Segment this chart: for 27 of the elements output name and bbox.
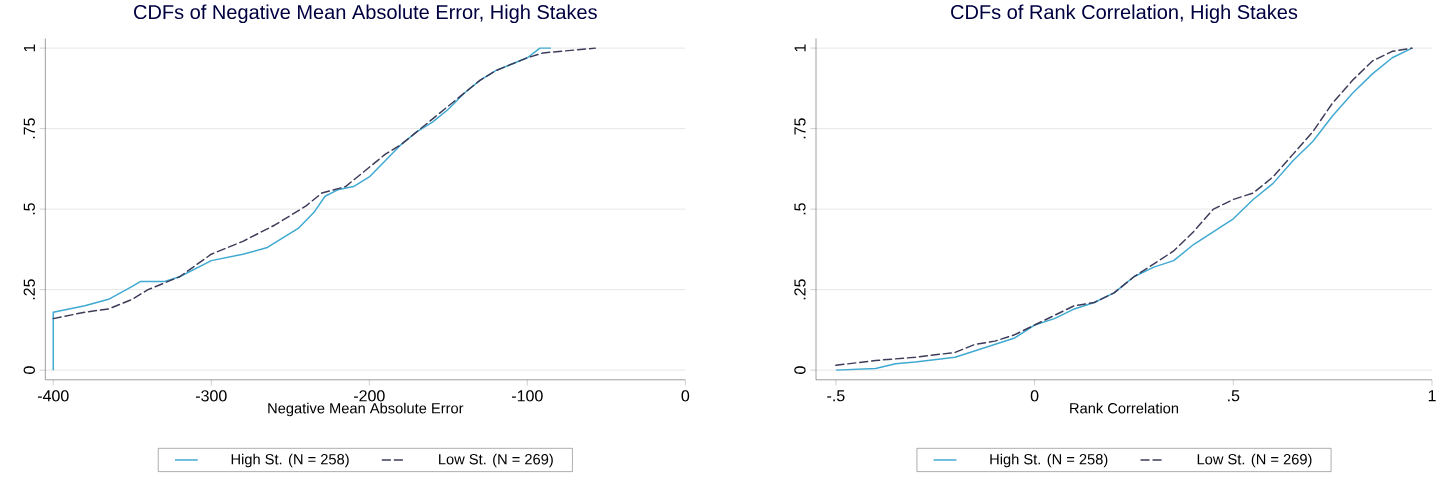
y-tick-label: .5	[23, 203, 35, 215]
x-tick-label: 0	[1030, 390, 1039, 402]
y-tick-label: 1	[794, 44, 806, 52]
x-tick-label: -.5	[827, 390, 845, 402]
y-tick-label: .75	[794, 118, 806, 139]
x-axis-title: Negative Mean Absolute Error	[268, 402, 464, 417]
x-tick-label: -200	[353, 390, 385, 402]
y-tick-label: .25	[794, 279, 806, 300]
legend-label: High St. (N = 258)	[231, 453, 349, 468]
x-tick-label: -400	[37, 390, 69, 402]
y-tick-label: 0	[794, 366, 806, 374]
x-tick-label: -300	[195, 390, 227, 402]
chart-title: CDFs of Negative Mean Absolute Error, High Stakes	[134, 4, 597, 24]
x-tick-label: -100	[512, 390, 543, 402]
y-tick-label: .5	[794, 203, 806, 215]
legend-label: High St. (N = 258)	[990, 453, 1108, 468]
x-tick-label: 0	[681, 390, 690, 402]
x-tick-label: 1	[1428, 390, 1436, 402]
y-tick-label: .25	[23, 279, 35, 300]
y-tick-label: .75	[23, 118, 35, 139]
y-tick-label: 1	[23, 44, 35, 52]
legend-label: Low St. (N = 269)	[1197, 453, 1312, 468]
x-tick-label: .5	[1228, 390, 1240, 402]
y-tick-label: 0	[23, 366, 35, 374]
legend-label: Low St. (N = 269)	[439, 453, 553, 468]
x-axis-title: Rank Correlation	[1070, 402, 1179, 414]
chart-title: CDFs of Rank Correlation, High Stakes	[951, 4, 1298, 24]
